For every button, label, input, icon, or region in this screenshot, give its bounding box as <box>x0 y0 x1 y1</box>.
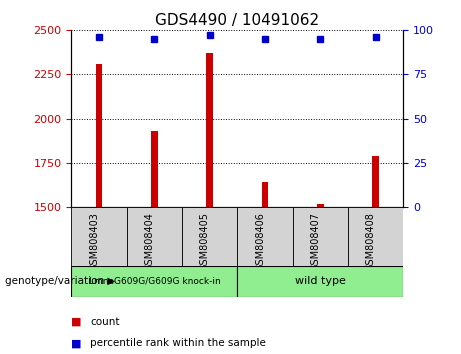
Text: GSM808403: GSM808403 <box>89 212 99 271</box>
Text: genotype/variation ▶: genotype/variation ▶ <box>5 276 115 286</box>
Text: ■: ■ <box>71 338 82 348</box>
Text: GSM808405: GSM808405 <box>200 212 210 271</box>
Bar <box>262 182 268 207</box>
Bar <box>207 53 213 207</box>
Text: GSM808408: GSM808408 <box>366 212 376 271</box>
Bar <box>372 156 379 207</box>
Bar <box>96 64 102 207</box>
Text: GSM808406: GSM808406 <box>255 212 265 271</box>
Title: GDS4490 / 10491062: GDS4490 / 10491062 <box>155 12 319 28</box>
Text: GSM808404: GSM808404 <box>144 212 154 271</box>
Text: ■: ■ <box>71 317 82 327</box>
Text: count: count <box>90 317 119 327</box>
Text: percentile rank within the sample: percentile rank within the sample <box>90 338 266 348</box>
Bar <box>71 207 127 266</box>
Bar <box>348 207 403 266</box>
Bar <box>293 207 348 266</box>
Bar <box>237 207 293 266</box>
Text: GSM808407: GSM808407 <box>310 212 320 271</box>
Bar <box>317 204 324 207</box>
Bar <box>71 266 237 297</box>
Bar <box>237 266 403 297</box>
Bar <box>127 207 182 266</box>
Text: wild type: wild type <box>295 276 346 286</box>
Text: LmnaG609G/G609G knock-in: LmnaG609G/G609G knock-in <box>89 277 220 286</box>
Bar <box>151 131 158 207</box>
Bar <box>182 207 237 266</box>
